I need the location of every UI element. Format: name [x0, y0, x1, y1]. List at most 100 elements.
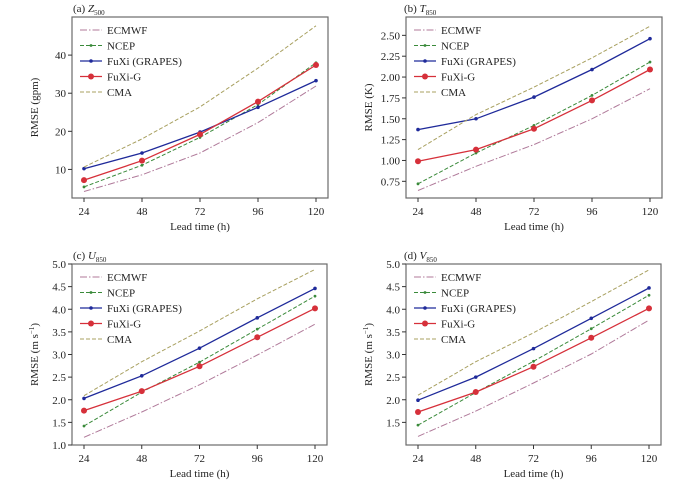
y-tick-label: 1.75: [381, 93, 401, 105]
data-point: [531, 346, 536, 351]
legend-label: FuXi (GRAPES): [107, 56, 182, 68]
series-line: [83, 25, 317, 168]
legend-item: CMA: [414, 87, 466, 99]
y-axis-label: RMSE (K): [363, 83, 375, 131]
data-point: [416, 127, 420, 132]
legend-label: ECMWF: [441, 25, 481, 37]
y-axis-label-text: RMSE (gpm): [29, 77, 41, 137]
data-point: [416, 423, 420, 427]
data-point: [313, 294, 317, 298]
data-point: [139, 157, 145, 164]
legend-item: FuXi-G: [414, 319, 475, 331]
y-tick-label: 20: [55, 126, 67, 138]
legend-item: NCEP: [80, 288, 135, 300]
legend-marker: [422, 73, 428, 80]
y-tick-label: 3.5: [386, 327, 400, 339]
legend-marker: [89, 291, 93, 294]
data-point: [416, 398, 420, 403]
series-cma: [83, 25, 317, 168]
x-tick-label: 24: [413, 206, 425, 218]
y-axis-label-tail: ): [363, 323, 375, 327]
data-point: [254, 334, 261, 341]
x-tick-label: 72: [528, 453, 539, 465]
series-fuxi-grapes: [82, 286, 317, 401]
x-tick-label: 120: [642, 206, 659, 218]
series-ecmwf: [83, 323, 316, 438]
y-axis-label-text: RMSE (m s: [363, 334, 375, 386]
data-point: [647, 293, 651, 297]
panel-title-variable: T: [420, 3, 427, 15]
data-point: [140, 151, 144, 155]
legend: ECMWF NCEP FuXi (GRAPES) FuXi-G CMA: [414, 25, 516, 99]
legend-label: NCEP: [107, 41, 135, 53]
x-tick-label: 72: [195, 206, 206, 218]
y-tick-label: 5.0: [52, 259, 66, 271]
y-tick-label: 3.0: [386, 350, 400, 362]
legend-item: NCEP: [414, 41, 469, 53]
series-ecmwf: [417, 319, 650, 437]
data-point: [589, 97, 595, 104]
series-line: [417, 319, 650, 437]
panel-title-prefix: (d): [404, 250, 420, 262]
data-point: [590, 67, 594, 72]
y-tick-label: 0.75: [381, 176, 401, 188]
series-line: [417, 269, 650, 396]
panel-d: (d) V850 1.5 2.0 2.5 3.0 3.5 4.0 4.5 5.0 24 48 72 96…: [362, 250, 662, 480]
panel-title-variable: V: [420, 250, 428, 262]
data-point: [197, 131, 203, 138]
legend-label: NCEP: [441, 41, 469, 53]
data-point: [255, 316, 260, 320]
y-axis-label-text: RMSE (m s: [29, 334, 41, 386]
y-tick-label: 2.0: [52, 395, 66, 407]
y-tick-label: 10: [55, 164, 67, 176]
data-point: [314, 78, 318, 83]
panel-title-subscript: 500: [94, 9, 105, 17]
x-tick-label: 72: [529, 206, 540, 218]
y-tick-label: 3.5: [52, 327, 66, 339]
data-point: [82, 166, 86, 171]
legend-label: FuXi-G: [107, 319, 141, 331]
panel-title-subscript: 850: [426, 9, 437, 17]
legend-marker: [423, 291, 427, 294]
panel-title-variable: Z: [88, 3, 95, 15]
series-cma: [417, 269, 650, 396]
y-tick-label: 2.5: [52, 372, 66, 384]
x-tick-label: 96: [586, 453, 598, 465]
data-point: [531, 125, 537, 132]
data-point: [646, 305, 652, 312]
x-tick-label: 48: [471, 206, 483, 218]
series-cma: [417, 25, 651, 151]
legend-item: FuXi (GRAPES): [80, 303, 182, 315]
x-tick-label: 72: [194, 453, 205, 465]
series-line: [417, 294, 650, 426]
legend: ECMWF NCEP FuXi (GRAPES) FuXi-G CMA: [80, 25, 182, 99]
x-axis-label: Lead time (h): [170, 468, 230, 480]
legend: ECMWF NCEP FuXi (GRAPES) FuXi-G CMA: [80, 272, 182, 346]
data-point: [532, 95, 536, 99]
legend-item: FuXi (GRAPES): [414, 303, 516, 315]
y-tick-label: 4.0: [386, 304, 400, 316]
legend-item: CMA: [80, 87, 132, 99]
y-tick-label: 1.00: [381, 155, 401, 167]
legend-label: CMA: [441, 87, 466, 99]
legend-label: FuXi (GRAPES): [441, 303, 516, 315]
panel-title: (d) V850: [404, 250, 437, 264]
data-point: [530, 363, 537, 370]
data-point: [313, 286, 317, 291]
legend-label: FuXi (GRAPES): [107, 303, 182, 315]
y-tick-label: 1.5: [386, 417, 400, 429]
legend-item: ECMWF: [80, 272, 147, 284]
data-point: [81, 177, 87, 184]
y-tick-label: 3.0: [52, 350, 66, 362]
data-point: [473, 146, 479, 153]
y-tick-label: 30: [55, 88, 67, 100]
legend-label: ECMWF: [441, 272, 481, 284]
data-point: [196, 363, 203, 370]
x-tick-label: 120: [641, 453, 658, 465]
data-point: [198, 360, 201, 364]
legend-marker: [88, 73, 94, 80]
y-axis-label: RMSE (m s−1): [28, 323, 41, 386]
y-axis-label-tail: ): [29, 323, 41, 327]
series-cma: [83, 268, 316, 397]
